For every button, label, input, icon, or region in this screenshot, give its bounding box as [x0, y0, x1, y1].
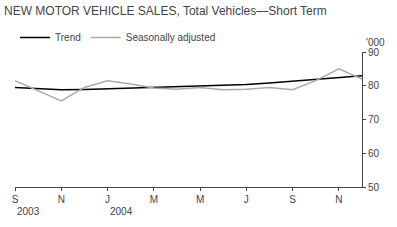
svg-text:NEW MOTOR VEHICLE SALES, Total: NEW MOTOR VEHICLE SALES, Total Vehicles—… — [4, 4, 327, 18]
svg-text:M: M — [150, 194, 158, 205]
svg-text:60: 60 — [368, 148, 380, 159]
svg-text:Seasonally adjusted: Seasonally adjusted — [126, 32, 216, 43]
svg-text:J: J — [244, 194, 249, 205]
svg-text:90: 90 — [368, 47, 380, 58]
svg-text:2003: 2003 — [17, 206, 40, 217]
svg-text:70: 70 — [368, 114, 380, 125]
svg-text:80: 80 — [368, 80, 380, 91]
svg-text:'000: '000 — [366, 37, 385, 48]
svg-text:M: M — [196, 194, 204, 205]
svg-text:50: 50 — [368, 182, 380, 193]
svg-text:N: N — [58, 194, 65, 205]
svg-text:2004: 2004 — [110, 206, 133, 217]
svg-text:S: S — [289, 194, 296, 205]
svg-text:S: S — [12, 194, 19, 205]
svg-text:J: J — [105, 194, 110, 205]
svg-text:Trend: Trend — [55, 32, 81, 43]
svg-text:N: N — [335, 194, 342, 205]
